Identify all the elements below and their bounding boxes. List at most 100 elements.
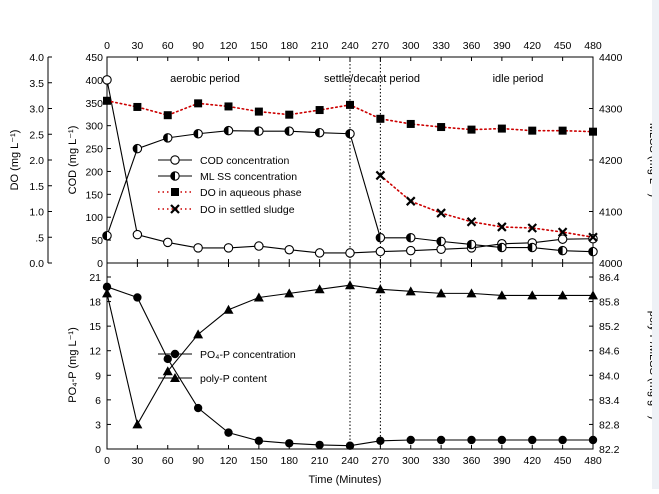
- legend-marker-top-3: [170, 204, 180, 214]
- series-point-top-0-7: [314, 248, 325, 258]
- series-point-top-0-8: [345, 248, 355, 258]
- series-point-polyp-16: [588, 290, 598, 300]
- series-point-po4-5: [254, 436, 264, 446]
- x-tick-label-bottom-4: 120: [220, 455, 238, 467]
- series-point-top-1-0-fill: [102, 231, 107, 240]
- series-point-po4-3: [193, 403, 203, 413]
- legend-marker-top-1: [170, 171, 180, 181]
- x-tick-label-top-3: 90: [192, 40, 204, 52]
- series-point-top-3-2: [436, 208, 446, 218]
- x-tick-label-bottom-9: 270: [372, 455, 390, 467]
- po4-axis-tick-label-5: 15: [89, 321, 101, 333]
- x-tick-label-top-16: 480: [584, 40, 602, 52]
- series-point-top-2-6: [285, 110, 294, 119]
- polyp-axis-tick-label-3: 84.0: [599, 370, 620, 382]
- mlss-axis-tick-label-0: 4000: [599, 258, 623, 270]
- series-point-polyp-13: [496, 290, 507, 300]
- x-tick-label-top-0: 0: [104, 40, 110, 52]
- series-point-polyp-11: [436, 288, 447, 298]
- do-axis-tick-label-1: .5: [35, 232, 44, 244]
- series-point-top-2-9: [376, 114, 385, 123]
- series-point-top-2-13: [497, 124, 506, 133]
- series-point-top-2-10: [406, 119, 415, 128]
- mlss-axis-tick-label-3: 4300: [599, 104, 623, 116]
- x-axis-title: Time (Minutes): [309, 474, 382, 486]
- polyp-axis-tick-label-2: 83.4: [599, 395, 620, 407]
- x-tick-label-top-10: 300: [402, 40, 420, 52]
- x-tick-label-bottom-15: 450: [554, 455, 572, 467]
- series-point-po4-10: [406, 435, 415, 445]
- series-point-top-0-4: [223, 243, 234, 253]
- series-point-polyp-1: [132, 419, 143, 429]
- x-tick-label-top-2: 60: [162, 40, 174, 52]
- axis-title-cod: COD (mg L⁻¹): [67, 126, 79, 195]
- series-point-top-3-4: [497, 222, 507, 232]
- series-point-top-1-5: [254, 126, 264, 136]
- series-point-po4-6: [285, 439, 294, 448]
- series-point-top-2-7: [315, 106, 324, 115]
- series-point-top-1-9: [375, 233, 386, 243]
- legend-label-cod: COD concentration: [200, 155, 289, 167]
- x-tick-label-bottom-8: 240: [341, 455, 359, 467]
- x-tick-label-bottom-10: 300: [402, 455, 420, 467]
- series-point-po4-15: [558, 435, 567, 445]
- series-point-top-1-6-fill: [285, 126, 290, 136]
- do-axis-tick-label-6: 3.0: [29, 104, 44, 116]
- series-point-po4-7: [315, 440, 324, 450]
- legend-marker-top-2: [171, 188, 179, 196]
- series-point-top-0-11: [436, 244, 446, 255]
- series-point-top-1-1-fill: [133, 144, 138, 153]
- series-point-top-1-2-fill: [163, 133, 168, 143]
- x-tick-label-bottom-2: 60: [162, 455, 174, 467]
- series-point-top-1-9-fill: [376, 233, 381, 242]
- series-point-top-1-11: [436, 236, 446, 247]
- x-tick-label-top-11: 330: [432, 40, 450, 52]
- x-tick-label-bottom-13: 390: [493, 455, 511, 467]
- series-point-top-1-16-fill: [588, 247, 593, 256]
- legend-label-polyp: poly-P content: [200, 373, 267, 385]
- series-point-top-2-11: [437, 123, 446, 132]
- annotation-aerobic: aerobic period: [170, 73, 240, 85]
- series-point-polyp-5: [253, 292, 264, 302]
- cod-axis-tick-label-7: 350: [85, 98, 103, 110]
- series-point-top-3-7: [588, 232, 598, 243]
- polyp-axis-tick-label-1: 82.8: [599, 419, 620, 431]
- do-axis-tick-label-5: 2.5: [29, 129, 44, 141]
- cod-axis-tick-label-9: 450: [85, 52, 103, 64]
- x-tick-label-top-6: 180: [280, 40, 298, 52]
- series-point-po4-13: [497, 435, 507, 445]
- series-point-top-0-5: [254, 241, 264, 251]
- x-tick-label-bottom-7: 210: [311, 455, 329, 467]
- series-point-po4-11: [436, 435, 446, 445]
- polyp-axis-tick-label-0: 82.2: [599, 444, 620, 456]
- x-tick-label-top-13: 390: [493, 40, 511, 52]
- x-tick-label-bottom-11: 330: [432, 455, 450, 467]
- series-point-top-1-2: [163, 133, 173, 143]
- legend-marker-top-1-fill: [170, 171, 175, 181]
- x-tick-label-top-7: 210: [311, 40, 329, 52]
- series-point-top-0-10: [405, 245, 416, 256]
- series-point-top-1-8: [345, 128, 355, 139]
- x-tick-label-bottom-5: 150: [250, 455, 268, 467]
- series-point-top-1-10-fill: [406, 233, 411, 242]
- x-tick-label-top-14: 420: [523, 40, 541, 52]
- legend-label-do-sludge: DO in settled sludge: [200, 204, 295, 216]
- series-point-top-1-4: [223, 125, 234, 136]
- series-point-polyp-0: [102, 288, 112, 298]
- po4-axis-tick-label-2: 6: [95, 395, 101, 407]
- legend-label-mlss: ML SS concentration: [200, 171, 297, 183]
- x-tick-label-top-9: 270: [372, 40, 390, 52]
- do-axis-tick-label-7: 3.5: [29, 78, 44, 90]
- series-point-polyp-14: [527, 290, 538, 300]
- series-point-top-2-12: [467, 125, 476, 134]
- series-point-top-1-6: [284, 126, 294, 136]
- do-axis-tick-label-2: 1.0: [29, 207, 44, 219]
- po4-axis-tick-label-6: 18: [89, 297, 101, 309]
- series-point-top-1-7: [314, 127, 325, 138]
- series-point-polyp-2: [162, 366, 173, 376]
- do-axis-tick-label-4: 2.0: [29, 155, 44, 167]
- series-point-top-0-1: [132, 229, 143, 240]
- x-tick-label-bottom-16: 480: [584, 455, 602, 467]
- series-point-top-2-5: [254, 107, 263, 116]
